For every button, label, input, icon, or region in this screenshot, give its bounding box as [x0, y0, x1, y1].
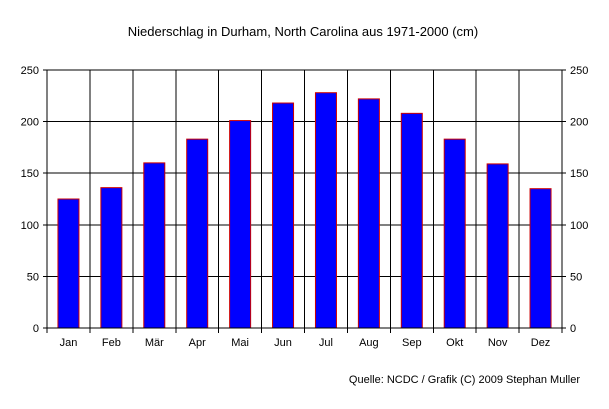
bar-aug [357, 98, 380, 329]
x-tick-label: Mär [145, 337, 164, 349]
x-tick-label: Dez [531, 337, 551, 349]
x-tick-label: Jun [274, 337, 292, 349]
x-tick-label: Okt [446, 337, 463, 349]
x-tick-label: Apr [189, 337, 206, 349]
plot-frame [46, 69, 563, 329]
y-tick-label-left: 200 [21, 117, 39, 129]
bar-jun [272, 102, 295, 329]
y-tick-label-left: 0 [33, 323, 39, 335]
x-tick-label: Jan [60, 337, 78, 349]
y-tick-label-right: 150 [570, 168, 588, 180]
bar-mär [143, 162, 166, 329]
bar-sep [400, 112, 423, 329]
x-tick-label: Mai [231, 337, 249, 349]
bar-jan [57, 198, 80, 329]
bar-nov [486, 163, 509, 329]
x-tick-label: Sep [402, 337, 422, 349]
y-tick-labels-left: 0 50 100 150 200 250 [21, 65, 39, 335]
y-tick-label-left: 50 [27, 271, 39, 283]
y-tick-labels-right: 0 50 100 150 200 250 [570, 65, 588, 335]
y-tick-label-right: 200 [570, 117, 588, 129]
bar-dez [529, 188, 552, 329]
y-tick-label-left: 150 [21, 168, 39, 180]
axes [43, 69, 566, 333]
x-tick-label: Feb [102, 337, 121, 349]
bar-okt [443, 138, 466, 329]
grid [46, 69, 563, 329]
y-tick-label-left: 100 [21, 220, 39, 232]
x-tick-label: Jul [319, 337, 333, 349]
y-tick-label-right: 250 [570, 65, 588, 77]
bar-apr [186, 138, 209, 329]
y-tick-label-right: 100 [570, 220, 588, 232]
y-tick-label-left: 250 [21, 65, 39, 77]
y-tick-label-right: 0 [570, 323, 576, 335]
x-tick-labels: Jan Feb Mär Apr Mai Jun Jul Aug Sep Okt Nov Dez [60, 337, 551, 349]
chart-title: Niederschlag in Durham, North Carolina a… [128, 24, 478, 39]
x-tick-label: Nov [488, 337, 508, 349]
source-note: Quelle: NCDC / Grafik (C) 2009 Stephan M… [349, 374, 580, 386]
bar-feb [100, 187, 123, 329]
x-tick-label: Aug [359, 337, 379, 349]
bar-jul [314, 92, 337, 329]
bars [57, 92, 552, 329]
bar-mai [229, 120, 252, 329]
y-tick-label-right: 50 [570, 271, 582, 283]
